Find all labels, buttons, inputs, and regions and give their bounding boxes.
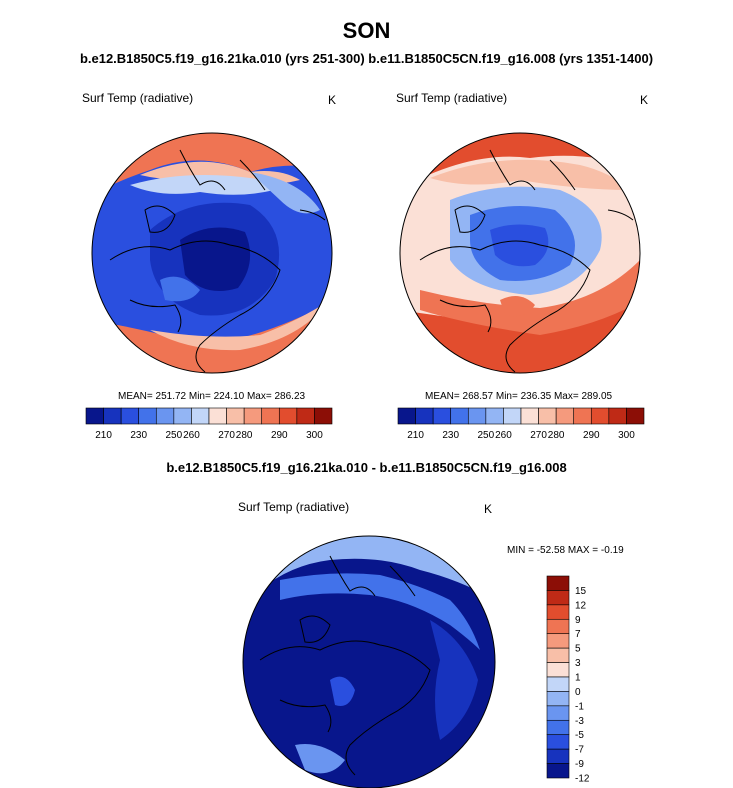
panel2-unit-label: K xyxy=(640,93,649,107)
colorbar-panel1-swatch xyxy=(85,407,104,425)
colorbar-panel1-tick-label: 230 xyxy=(130,430,147,441)
colorbar-panel1-swatch xyxy=(173,407,192,425)
colorbar-difference-tick-label: 3 xyxy=(575,658,581,669)
map-panel1 xyxy=(92,133,332,373)
season-title: SON xyxy=(342,18,391,43)
colorbar-panel1-swatch xyxy=(243,407,263,425)
colorbar-panel1-swatch xyxy=(278,407,298,425)
map-difference xyxy=(243,536,495,788)
colorbar-panel2-swatch xyxy=(520,407,539,425)
difference-title: b.e12.B1850C5.f19_g16.21ka.010 - b.e11.B… xyxy=(166,460,567,475)
colorbar-panel2-swatch xyxy=(503,407,522,425)
comparison-title: b.e12.B1850C5.f19_g16.21ka.010 (yrs 251-… xyxy=(79,51,654,66)
colorbar-difference-tick-label: 12 xyxy=(575,600,587,611)
panel2-stats: MEAN= 268.57 Min= 236.35 Max= 289.05 xyxy=(425,391,613,402)
panel2-variable-label: Surf Temp (radiative) xyxy=(396,91,508,105)
colorbar-panel2-swatch xyxy=(415,407,434,425)
colorbar-difference-swatch xyxy=(546,662,570,678)
colorbar-panel2-swatch xyxy=(485,407,504,425)
colorbar-panel2-tick-label: 250 xyxy=(478,430,495,441)
colorbar-panel1-tick-label: 250 xyxy=(166,430,183,441)
colorbar-panel2-swatch xyxy=(450,407,469,425)
colorbar-difference-tick-label: 7 xyxy=(575,629,581,640)
colorbar-panel2-tick-label: 210 xyxy=(407,430,424,441)
colorbar-panel1-tick-label: 260 xyxy=(183,430,200,441)
colorbar-difference-tick-label: -5 xyxy=(575,730,584,741)
colorbar-difference-swatch xyxy=(546,647,570,663)
colorbar-panel2-tick-label: 290 xyxy=(583,430,600,441)
colorbar-difference-tick-label: -3 xyxy=(575,716,584,727)
map-panel2-border xyxy=(399,132,641,374)
diff-unit-label: K xyxy=(484,502,493,516)
colorbar-panel2-swatch xyxy=(432,407,452,425)
colorbar-panel2-tick-label: 230 xyxy=(442,430,459,441)
colorbar-panel1-swatch xyxy=(103,407,122,425)
diff-variable-label: Surf Temp (radiative) xyxy=(238,500,350,514)
colorbar-difference-swatch xyxy=(546,691,570,707)
colorbar-panel1-tick-label: 270 xyxy=(218,430,235,441)
colorbar-difference-tick-label: 0 xyxy=(575,687,581,698)
colorbar-difference-tick-label: 5 xyxy=(575,644,581,655)
colorbar-difference-swatch xyxy=(546,618,570,635)
colorbar-difference-tick-label: -1 xyxy=(575,701,584,712)
panel1-variable-label: Surf Temp (radiative) xyxy=(82,91,194,105)
colorbar-panel1-swatch xyxy=(261,407,280,425)
colorbar-panel2-tick-label: 280 xyxy=(548,430,565,441)
colorbar-panel2-swatch xyxy=(538,407,557,425)
colorbar-difference-swatch xyxy=(546,748,570,764)
map-panel2 xyxy=(400,133,640,373)
colorbar-panel1-tick-label: 210 xyxy=(95,430,112,441)
colorbar-panel2-swatch xyxy=(397,407,416,425)
colorbar-panel1-swatch xyxy=(296,407,315,425)
colorbar-difference-swatch xyxy=(546,633,570,649)
colorbar-panel2-swatch xyxy=(555,407,575,425)
panel1-stats: MEAN= 251.72 Min= 224.10 Max= 286.23 xyxy=(118,391,306,402)
colorbar-difference-swatch xyxy=(546,575,570,591)
colorbar-panel2-swatch xyxy=(573,407,592,425)
colorbar-panel1-swatch xyxy=(208,407,227,425)
colorbar-panel1-tick-label: 280 xyxy=(236,430,253,441)
colorbar-panel2-swatch xyxy=(626,407,645,425)
colorbar-difference-tick-label: -9 xyxy=(575,759,584,770)
colorbar-panel1-tick-label: 300 xyxy=(306,430,323,441)
colorbar-difference-swatch xyxy=(546,763,570,779)
colorbar-difference-swatch xyxy=(546,676,570,692)
colorbar-panel1-swatch xyxy=(226,407,245,425)
diff-minmax: MIN = -52.58 MAX = -0.19 xyxy=(507,545,624,556)
map-panel1-border xyxy=(91,132,333,374)
colorbar-difference-swatch xyxy=(546,590,570,606)
colorbar-difference-swatch xyxy=(546,734,570,750)
colorbar-difference-swatch xyxy=(546,719,570,736)
colorbar-panel2-swatch xyxy=(467,407,487,425)
colorbar-panel2-swatch xyxy=(608,407,627,425)
colorbar-difference-swatch xyxy=(546,604,570,620)
panel1-unit-label: K xyxy=(328,93,337,107)
colorbar-difference-tick-label: 1 xyxy=(575,673,581,684)
colorbar-difference-tick-label: 15 xyxy=(575,586,587,597)
colorbar-panel1-swatch xyxy=(120,407,140,425)
colorbar-panel2-tick-label: 260 xyxy=(495,430,512,441)
map-difference-border xyxy=(242,535,496,788)
colorbar-difference-swatch xyxy=(546,705,570,721)
colorbar-panel1-tick-label: 290 xyxy=(271,430,288,441)
colorbar-panel1-swatch xyxy=(191,407,210,425)
colorbar-panel2-tick-label: 270 xyxy=(530,430,547,441)
colorbar-difference-tick-label: 9 xyxy=(575,615,581,626)
colorbar-panel2-swatch xyxy=(590,407,610,425)
colorbar-panel2-tick-label: 300 xyxy=(618,430,635,441)
colorbar-panel1-swatch xyxy=(138,407,157,425)
colorbar-difference-tick-label: -7 xyxy=(575,745,584,756)
colorbar-panel1-swatch xyxy=(314,407,333,425)
colorbar-panel1-swatch xyxy=(155,407,175,425)
colorbar-panel1: 210 230 250 260 270 280 290 300 xyxy=(85,407,333,441)
colorbar-difference-tick-label: -12 xyxy=(575,774,590,785)
colorbar-panel2: 210 230 250 260 270 280 290 300 xyxy=(397,407,645,441)
